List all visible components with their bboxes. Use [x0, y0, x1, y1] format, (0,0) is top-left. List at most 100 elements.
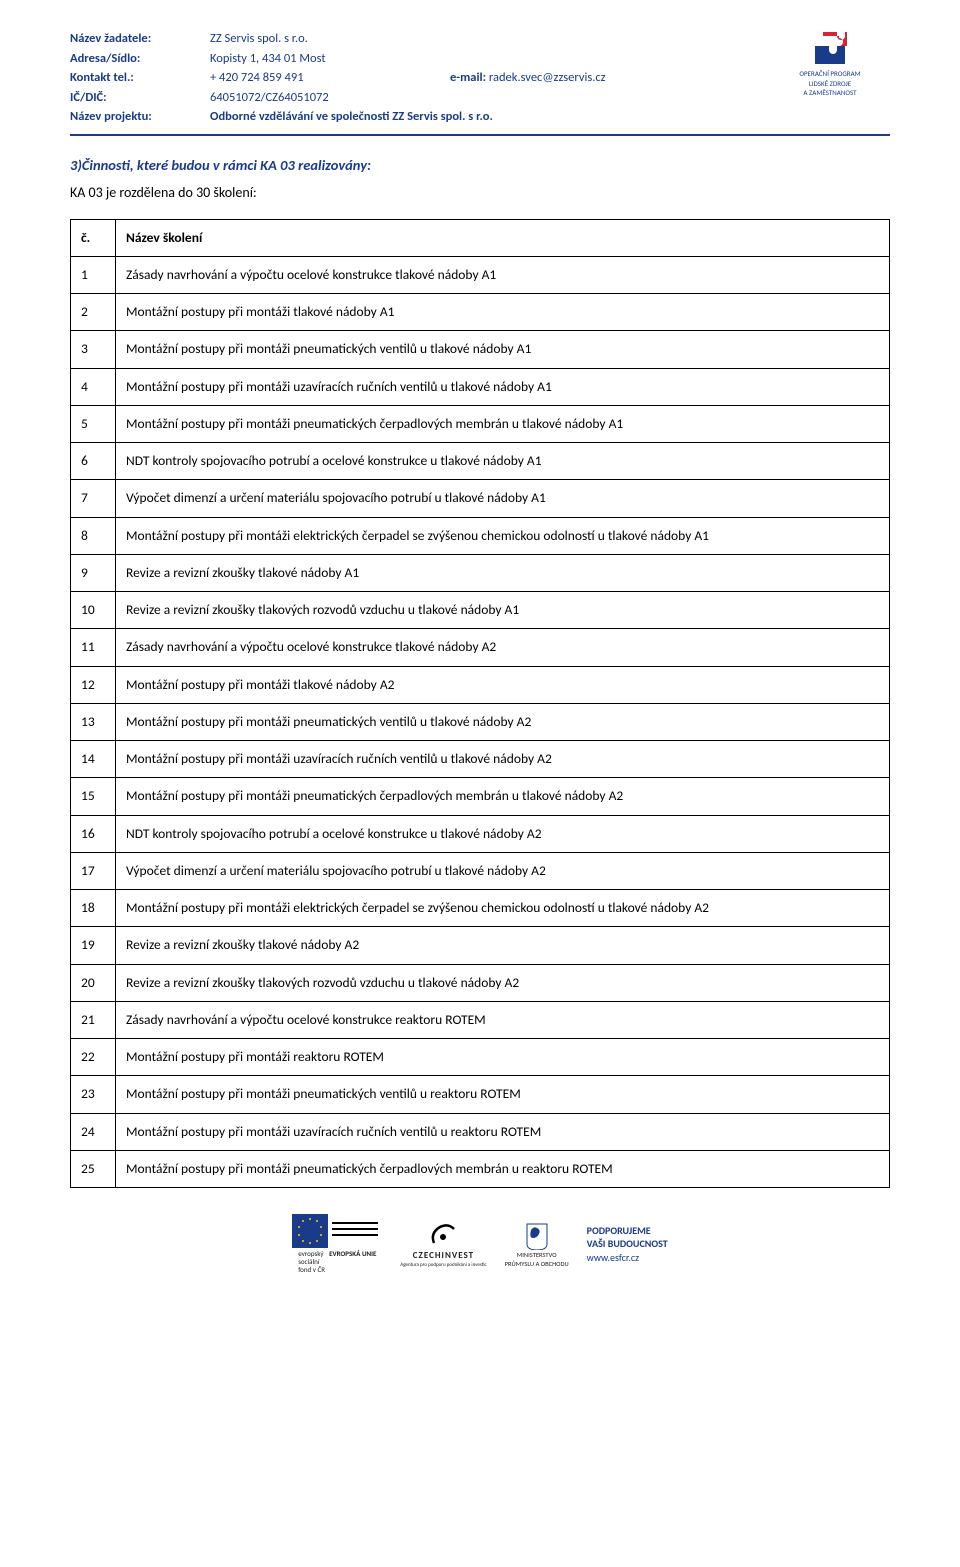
cell-number: 2 — [71, 294, 116, 331]
cell-number: 12 — [71, 666, 116, 703]
cell-number: 19 — [71, 927, 116, 964]
support-l3: www.esfcr.cz — [587, 1252, 639, 1264]
esf-l4: EVROPSKÁ UNIE — [329, 1250, 376, 1274]
eu-stars-icon — [292, 1214, 382, 1248]
col-name: Název školení — [116, 219, 890, 256]
label-applicant: Název žadatele: — [70, 30, 210, 48]
cell-number: 11 — [71, 629, 116, 666]
cell-name: Zásady navrhování a výpočtu ocelové kons… — [116, 1001, 890, 1038]
op-logo-line2: LIDSKÉ ZDROJE — [809, 80, 851, 88]
cell-name: Montážní postupy při montáži elektrickýc… — [116, 517, 890, 554]
section-title: 3)Činnosti, které budou v rámci KA 03 re… — [70, 156, 890, 174]
cell-name: Revize a revizní zkoušky tlakových rozvo… — [116, 592, 890, 629]
cell-number: 22 — [71, 1039, 116, 1076]
table-row: 22Montážní postupy při montáži reaktoru … — [71, 1039, 890, 1076]
value-email: radek.svec@zzservis.cz — [489, 70, 606, 85]
esf-logo: evropský sociální fond v ČR EVROPSKÁ UNI… — [292, 1214, 382, 1274]
table-row: 6NDT kontroly spojovacího potrubí a ocel… — [71, 443, 890, 480]
table-row: 25Montážní postupy při montáži pneumatic… — [71, 1150, 890, 1187]
col-number: č. — [71, 219, 116, 256]
cell-number: 9 — [71, 554, 116, 591]
table-row: 17Výpočet dimenzí a určení materiálu spo… — [71, 852, 890, 889]
label-contact: Kontakt tel.: — [70, 69, 210, 87]
table-row: 24Montážní postupy při montáži uzavírací… — [71, 1113, 890, 1150]
table-row: 19Revize a revizní zkoušky tlakové nádob… — [71, 927, 890, 964]
cell-name: Montážní postupy při montáži pneumatický… — [116, 1150, 890, 1187]
cell-number: 8 — [71, 517, 116, 554]
cell-number: 13 — [71, 703, 116, 740]
ministry-logo: MINISTERSTVO PRŮMYSLU A OBCHODU — [505, 1220, 569, 1269]
lion-icon — [523, 1220, 551, 1250]
op-logo: OPERAČNÍ PROGRAM LIDSKÉ ZDROJE A ZAMĚSTN… — [770, 30, 890, 97]
czechinvest-title: CZECHINVEST — [413, 1251, 474, 1261]
cell-name: Montážní postupy při montáži pneumatický… — [116, 703, 890, 740]
table-row: 16NDT kontroly spojovacího potrubí a oce… — [71, 815, 890, 852]
puzzle-icon — [805, 30, 855, 68]
cell-name: Montážní postupy při montáži pneumatický… — [116, 405, 890, 442]
table-row: 8Montážní postupy při montáži elektrický… — [71, 517, 890, 554]
cell-name: Revize a revizní zkoušky tlakových rozvo… — [116, 964, 890, 1001]
ministry-l1: MINISTERSTVO — [517, 1252, 557, 1259]
cell-name: Montážní postupy při montáži pneumatický… — [116, 778, 890, 815]
table-row: 5Montážní postupy při montáži pneumatick… — [71, 405, 890, 442]
table-row: 12Montážní postupy při montáži tlakové n… — [71, 666, 890, 703]
table-row: 13Montážní postupy při montáži pneumatic… — [71, 703, 890, 740]
cell-number: 18 — [71, 890, 116, 927]
cell-number: 7 — [71, 480, 116, 517]
cell-name: NDT kontroly spojovacího potrubí a ocelo… — [116, 443, 890, 480]
cell-name: NDT kontroly spojovacího potrubí a ocelo… — [116, 815, 890, 852]
label-email: e-mail: — [450, 70, 486, 85]
cell-number: 24 — [71, 1113, 116, 1150]
cell-name: Revize a revizní zkoušky tlakové nádoby … — [116, 554, 890, 591]
cell-number: 20 — [71, 964, 116, 1001]
cell-number: 15 — [71, 778, 116, 815]
table-row: 21Zásady navrhování a výpočtu ocelové ko… — [71, 1001, 890, 1038]
value-contact: + 420 724 859 491 — [210, 69, 450, 87]
footer-logos: evropský sociální fond v ČR EVROPSKÁ UNI… — [70, 1214, 890, 1284]
table-row: 15Montážní postupy při montáži pneumatic… — [71, 778, 890, 815]
cell-name: Zásady navrhování a výpočtu ocelové kons… — [116, 256, 890, 293]
cell-number: 25 — [71, 1150, 116, 1187]
cell-name: Montážní postupy při montáži tlakové nád… — [116, 666, 890, 703]
value-address: Kopisty 1, 434 01 Most — [210, 50, 450, 68]
cell-name: Montážní postupy při montáži reaktoru RO… — [116, 1039, 890, 1076]
cell-name: Montážní postupy při montáži uzavíracích… — [116, 1113, 890, 1150]
applicant-info: Název žadatele: ZZ Servis spol. s r.o. A… — [70, 30, 650, 126]
czechinvest-sub: Agentura pro podporu podnikání a investi… — [400, 1263, 486, 1269]
cell-number: 6 — [71, 443, 116, 480]
label-ico: IČ/DIČ: — [70, 89, 210, 107]
cell-name: Montážní postupy při montáži pneumatický… — [116, 1076, 890, 1113]
table-row: 10Revize a revizní zkoušky tlakových roz… — [71, 592, 890, 629]
czechinvest-logo: CZECHINVEST Agentura pro podporu podniká… — [400, 1219, 486, 1269]
cell-number: 21 — [71, 1001, 116, 1038]
cell-name: Výpočet dimenzí a určení materiálu spojo… — [116, 852, 890, 889]
label-project: Název projektu: — [70, 108, 210, 126]
table-row: 23Montážní postupy při montáži pneumatic… — [71, 1076, 890, 1113]
value-ico: 64051072/CZ64051072 — [210, 89, 450, 107]
op-logo-line1: OPERAČNÍ PROGRAM — [799, 70, 860, 78]
value-applicant: ZZ Servis spol. s r.o. — [210, 30, 450, 48]
cell-name: Montážní postupy při montáži pneumatický… — [116, 331, 890, 368]
cell-number: 4 — [71, 368, 116, 405]
table-row: 11Zásady navrhování a výpočtu ocelové ko… — [71, 629, 890, 666]
table-row: 7Výpočet dimenzí a určení materiálu spoj… — [71, 480, 890, 517]
cell-number: 17 — [71, 852, 116, 889]
table-header-row: č. Název školení — [71, 219, 890, 256]
table-row: 2Montážní postupy při montáži tlakové ná… — [71, 294, 890, 331]
cell-number: 23 — [71, 1076, 116, 1113]
cell-name: Montážní postupy při montáži uzavíracích… — [116, 368, 890, 405]
table-row: 1Zásady navrhování a výpočtu ocelové kon… — [71, 256, 890, 293]
section-subtitle: KA 03 je rozdělena do 30 školení: — [70, 184, 890, 201]
cell-name: Montážní postupy při montáži tlakové nád… — [116, 294, 890, 331]
cell-number: 10 — [71, 592, 116, 629]
training-table: č. Název školení 1Zásady navrhování a vý… — [70, 219, 890, 1189]
document-header: Název žadatele: ZZ Servis spol. s r.o. A… — [70, 30, 890, 126]
cell-name: Zásady navrhování a výpočtu ocelové kons… — [116, 629, 890, 666]
table-row: 3Montážní postupy při montáži pneumatick… — [71, 331, 890, 368]
czechinvest-icon — [428, 1219, 458, 1249]
label-address: Adresa/Sídlo: — [70, 50, 210, 68]
support-l1: PODPORUJEME — [587, 1225, 651, 1237]
ministry-l2: PRŮMYSLU A OBCHODU — [505, 1261, 569, 1268]
cell-name: Montážní postupy při montáži elektrickýc… — [116, 890, 890, 927]
cell-name: Výpočet dimenzí a určení materiálu spojo… — [116, 480, 890, 517]
